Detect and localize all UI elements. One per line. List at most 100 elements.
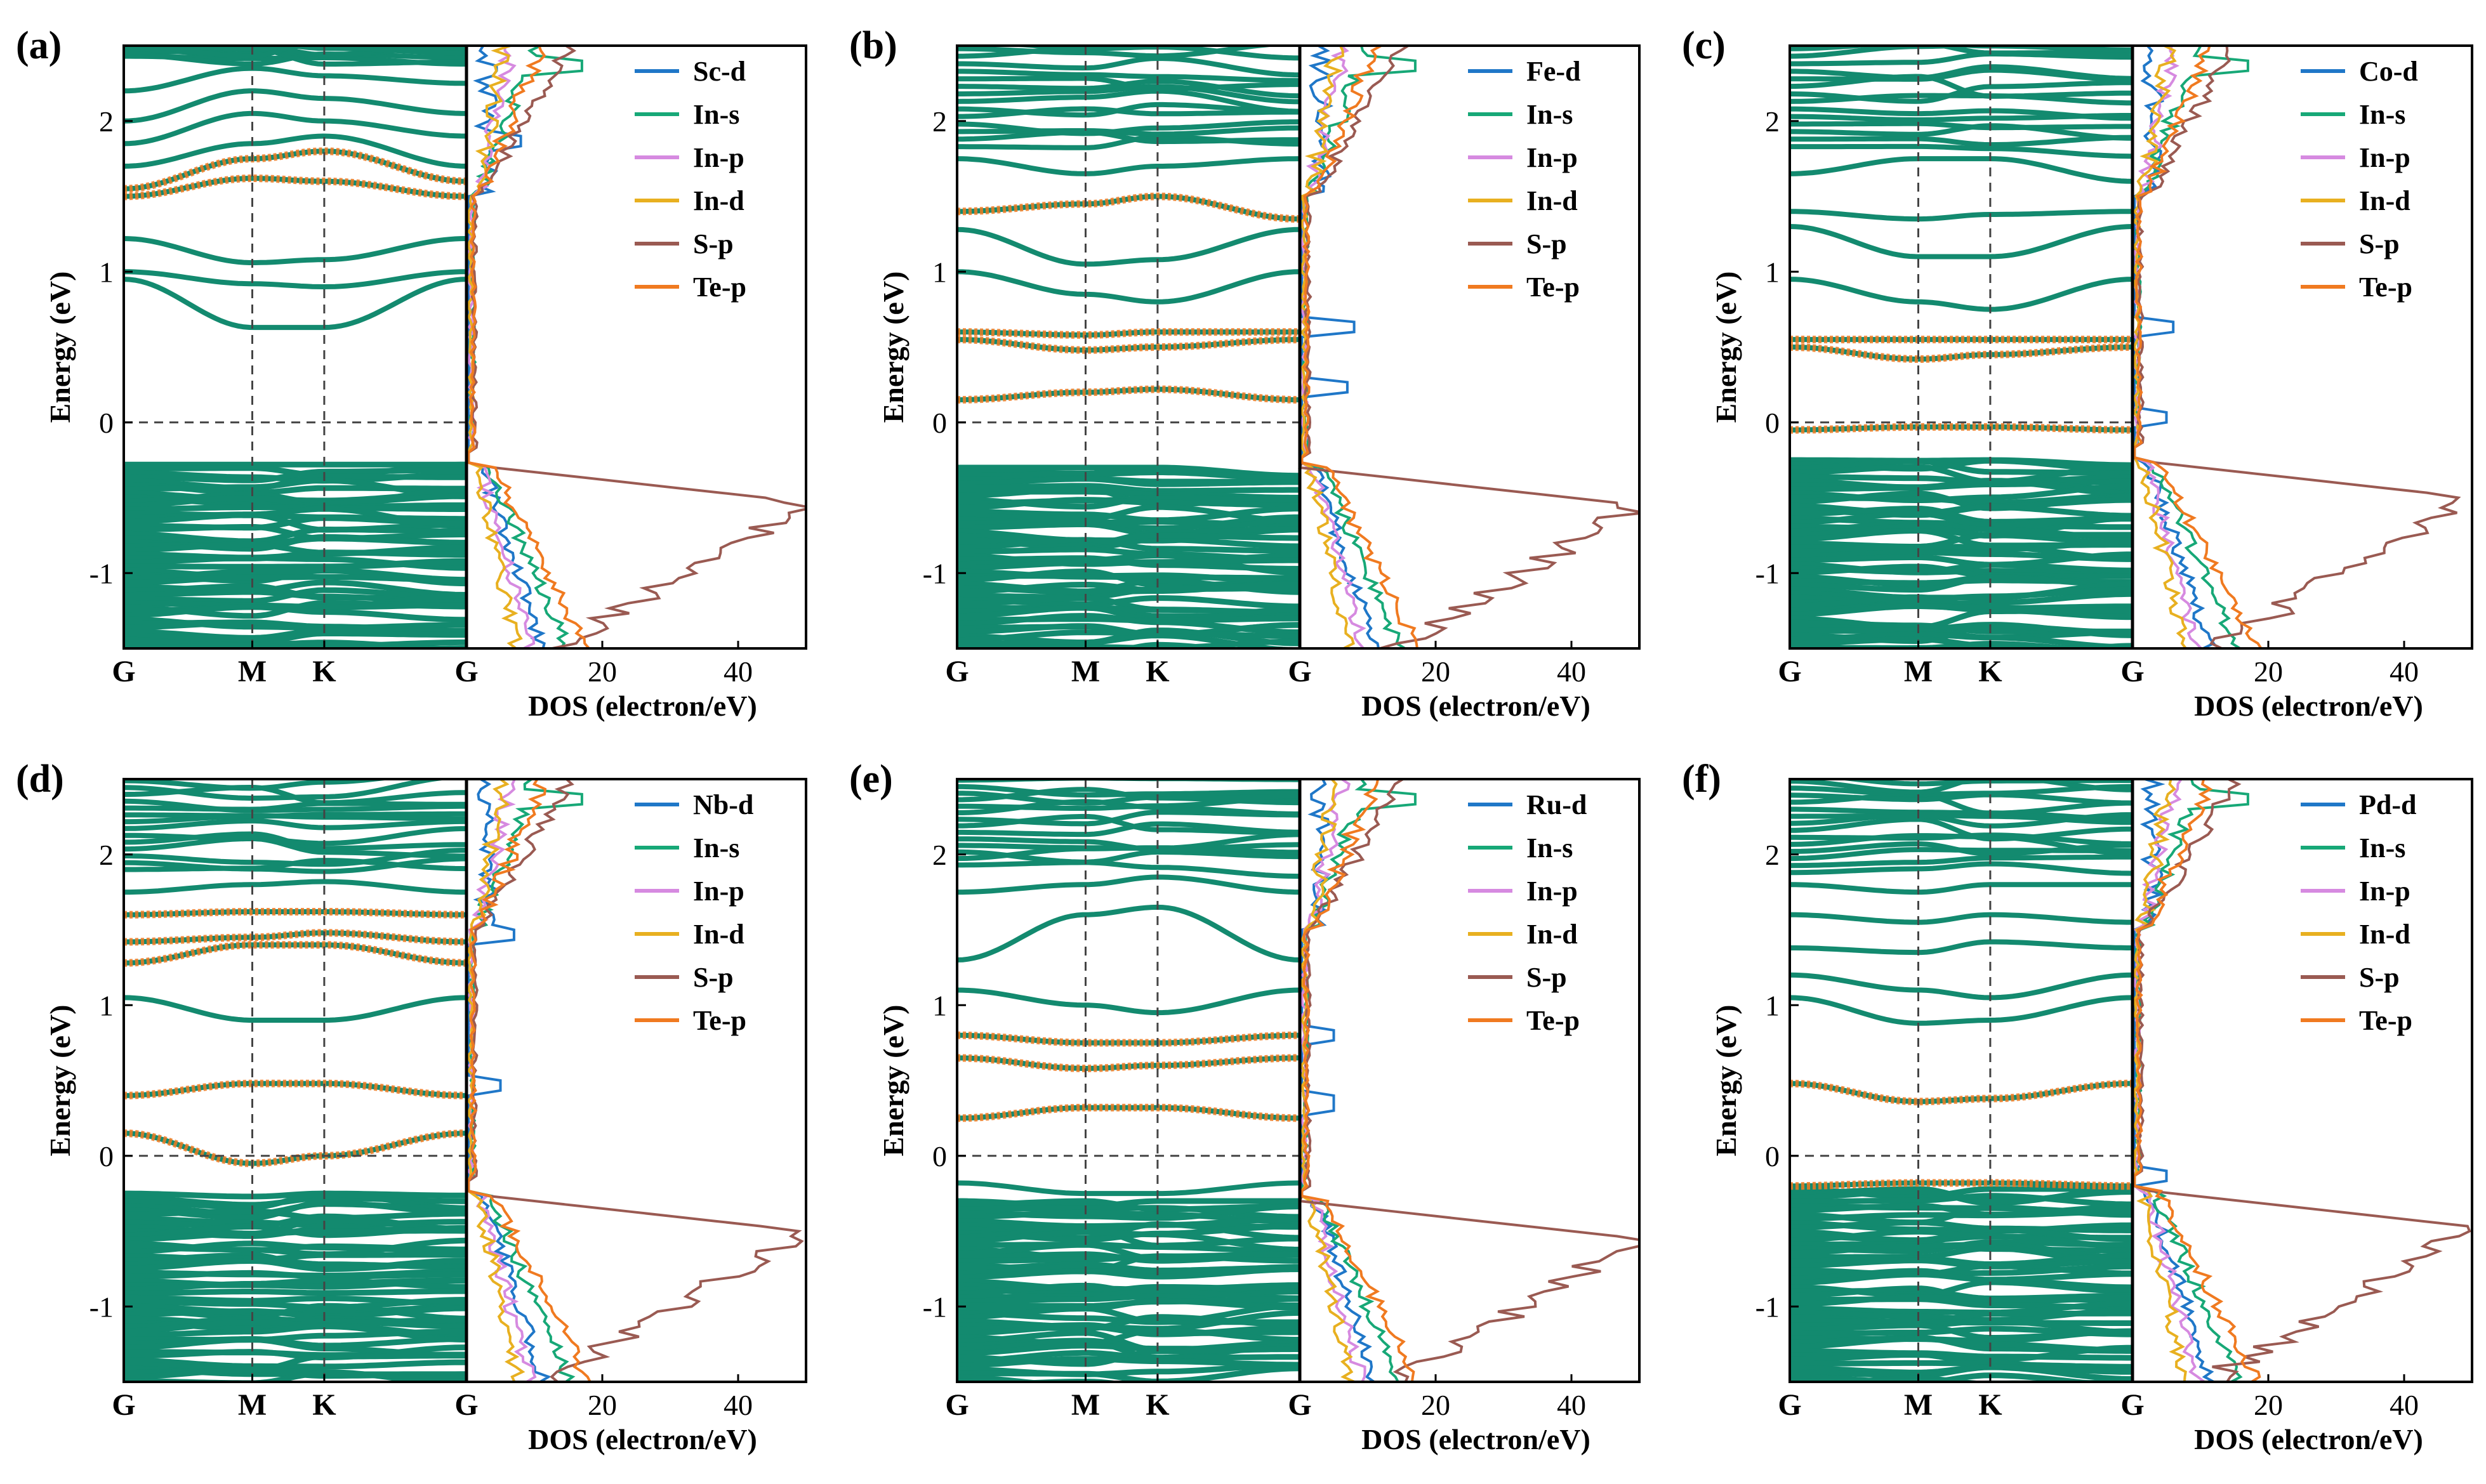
conduction-band-upper (124, 767, 466, 774)
conduction-band (957, 269, 1300, 305)
te-p-weighted-band (124, 929, 467, 946)
valence-band (957, 629, 1300, 643)
conduction-band-upper (124, 826, 466, 846)
valence-band (124, 642, 466, 648)
conduction-band (124, 236, 467, 265)
dos-tick-label: 20 (588, 655, 617, 688)
k-tick-label: G (454, 1388, 478, 1422)
legend-label: S-p (1526, 228, 1567, 259)
valence-band (124, 1208, 466, 1221)
y-axis-title: Energy (eV) (44, 1005, 76, 1157)
y-tick-label: 0 (1765, 1140, 1780, 1172)
te-p-weighted-band (957, 1054, 1300, 1072)
dos-axis-title: DOS (electron/eV) (1361, 1423, 1590, 1455)
valence-band (957, 469, 1300, 482)
valence-band (124, 477, 467, 499)
conduction-band (957, 156, 1300, 176)
te-p-weighted-band (1790, 423, 2132, 434)
valence-band (1790, 1193, 2132, 1207)
conduction-band-upper (452, 779, 466, 780)
valence-band (957, 1323, 1300, 1337)
dos-curve-in-s (2133, 46, 2249, 648)
te-p-weighted-band (124, 147, 467, 193)
valence-band (124, 1288, 466, 1297)
valence-band (1790, 594, 2132, 612)
conduction-band-upper (957, 784, 1300, 798)
te-p-weighted-band (957, 1103, 1300, 1122)
valence-band (1790, 1271, 2132, 1286)
conduction-band-upper (957, 791, 1300, 806)
y-tick-label: 0 (99, 407, 114, 439)
valence-band (124, 631, 466, 646)
conduction-band (124, 269, 466, 290)
k-tick-label: M (238, 1388, 267, 1422)
legend-label: S-p (2359, 228, 2400, 259)
valence-band (124, 587, 466, 604)
legend-label: In-d (1526, 919, 1578, 950)
legend-label: Fe-d (1526, 56, 1581, 87)
valence-band (124, 467, 467, 483)
conduction-band-upper (957, 84, 1300, 105)
conduction-band-upper (957, 25, 1300, 34)
valence-band (1790, 457, 2133, 468)
valence-band (1790, 1336, 2133, 1353)
valence-band (124, 1191, 466, 1211)
valence-band (124, 1277, 466, 1292)
te-p-weighted-band (1790, 1179, 2133, 1190)
dos-tick-label: 20 (588, 1389, 617, 1421)
dos-curve-in-s (467, 779, 583, 1382)
valence-band (957, 1251, 1300, 1264)
dos-curve-te-p (1300, 779, 1415, 1382)
valence-band (124, 604, 466, 623)
plot-area (1790, 760, 2471, 1382)
legend-label: In-s (2359, 99, 2405, 130)
valence-band (1790, 1257, 2132, 1270)
valence-band (1790, 575, 2132, 593)
valence-band (957, 605, 1300, 623)
conduction-band (1790, 912, 2132, 925)
y-tick-label: -1 (1755, 1290, 1780, 1323)
conduction-band-upper (124, 812, 466, 822)
te-p-weighted-band (124, 908, 467, 919)
panel-label: (a) (16, 24, 62, 67)
dos-curve-in-d (2132, 779, 2187, 1382)
valence-band (124, 504, 466, 513)
valence-band (1790, 631, 2132, 648)
te-p-weighted-band (124, 1079, 467, 1100)
valence-band (991, 1379, 1125, 1382)
valence-band (124, 1190, 466, 1200)
conduction-band (957, 1180, 1300, 1197)
conduction-band (124, 133, 467, 169)
dos-tick-label: 40 (1557, 655, 1586, 688)
conduction-band-upper (957, 860, 1300, 879)
y-axis-title: Energy (eV) (44, 272, 76, 423)
conduction-band-upper (1790, 760, 2132, 774)
te-p-weighted-band (957, 336, 1300, 354)
conduction-band (124, 88, 467, 124)
y-tick-label: 0 (932, 407, 947, 439)
k-tick-label: M (1904, 1388, 1933, 1422)
conduction-band (957, 227, 1300, 267)
conduction-band-upper (957, 76, 1300, 91)
legend-label: Sc-d (693, 56, 746, 87)
dos-tick-label: 40 (2390, 655, 2419, 688)
y-tick-label: -1 (923, 1290, 947, 1323)
conduction-band-upper (124, 779, 395, 791)
valence-band (124, 1353, 466, 1374)
k-tick-label: G (2120, 1388, 2144, 1422)
valence-band (124, 1297, 466, 1311)
valence-band (1790, 1219, 2132, 1233)
conduction-band (124, 879, 466, 895)
legend-label: In-p (2359, 142, 2410, 173)
legend-label: In-d (693, 185, 744, 216)
k-tick-label: G (1288, 655, 1311, 688)
conduction-band-upper (1926, 46, 2132, 53)
valence-band (1861, 645, 2023, 648)
legend-label: In-p (1526, 142, 1578, 173)
y-tick-label: 1 (932, 989, 947, 1021)
te-p-weighted-band (124, 1129, 467, 1167)
